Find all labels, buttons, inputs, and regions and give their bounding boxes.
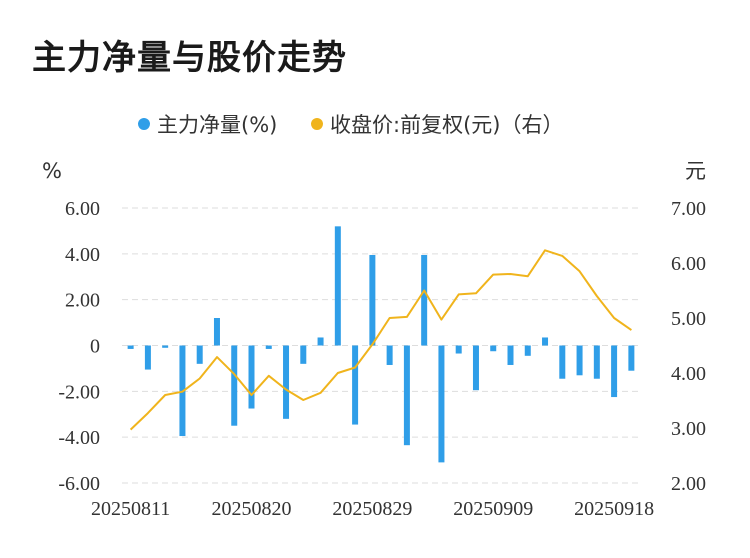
net-volume-bar: [593, 345, 600, 379]
net-volume-bar: [144, 345, 151, 370]
legend[interactable]: 主力净量(%) 收盘价:前复权(元)（右）: [138, 113, 563, 137]
left-tick-label: -6.00: [58, 473, 100, 495]
net-volume-bar: [559, 345, 566, 379]
net-volume-bar: [524, 345, 531, 356]
net-volume-bar: [628, 345, 635, 371]
legend-marker-close-price: [311, 118, 323, 130]
legend-marker-net-volume: [138, 118, 150, 130]
net-volume-bar: [317, 337, 324, 346]
net-volume-bar: [576, 345, 583, 376]
net-volume-bar: [265, 345, 272, 349]
net-volume-bar: [162, 345, 169, 348]
right-tick-label: 7.00: [671, 198, 706, 220]
net-volume-bar: [455, 345, 462, 354]
net-volume-bar: [248, 345, 255, 409]
net-volume-bar: [438, 345, 445, 463]
left-tick-label: 0: [90, 336, 100, 358]
left-tick-label: -4.00: [58, 427, 100, 449]
x-tick-label: 20250829: [332, 498, 412, 520]
net-volume-bar: [369, 254, 376, 346]
x-tick-label: 20250820: [212, 498, 292, 520]
close-price-line-group: [129, 249, 632, 431]
right-axis-ticks: 7.00 6.00 5.00 4.00 3.00 2.00: [671, 198, 706, 495]
left-tick-label: -2.00: [58, 381, 100, 403]
net-volume-bar: [403, 345, 410, 446]
x-tick-label: 20250918: [574, 498, 654, 520]
right-tick-label: 6.00: [671, 253, 706, 275]
net-volume-bar: [231, 345, 238, 426]
net-volume-bar: [386, 345, 393, 365]
x-axis-ticks: 20250811 20250820 20250829 20250909 20250918: [91, 498, 654, 520]
net-volume-bar: [127, 345, 134, 349]
right-tick-label: 5.00: [671, 308, 706, 330]
net-volume-bar: [507, 345, 514, 365]
net-volume-bar: [334, 226, 341, 346]
close-price-line: [129, 249, 632, 431]
legend-label-net-volume: 主力净量(%): [157, 113, 277, 137]
right-tick-label: 2.00: [671, 473, 706, 495]
page-title: 主力净量与股价走势: [32, 38, 347, 78]
net-volume-bar: [490, 345, 497, 352]
net-volume-bar: [213, 318, 220, 346]
x-tick-label: 20250909: [453, 498, 533, 520]
net-volume-bar: [611, 345, 618, 398]
net-volume-bar: [196, 345, 203, 364]
net-volume-bar: [472, 345, 479, 391]
right-tick-label: 4.00: [671, 363, 706, 385]
net-volume-bar: [352, 345, 359, 425]
legend-label-close-price: 收盘价:前复权(元)（右）: [330, 113, 563, 137]
right-axis-unit: 元: [685, 159, 706, 183]
left-tick-label: 6.00: [65, 198, 100, 220]
left-tick-label: 4.00: [65, 244, 100, 266]
left-axis-unit: %: [42, 159, 62, 183]
net-volume-bars: [127, 226, 635, 463]
net-volume-bar: [283, 345, 290, 419]
net-volume-bar: [421, 254, 428, 346]
left-axis-ticks: 6.00 4.00 2.00 0 -2.00 -4.00 -6.00: [58, 198, 100, 495]
left-tick-label: 2.00: [65, 290, 100, 312]
net-volume-bar: [542, 337, 549, 346]
right-tick-label: 3.00: [671, 418, 706, 440]
x-tick-label: 20250811: [91, 498, 170, 520]
net-volume-bar: [300, 345, 307, 364]
